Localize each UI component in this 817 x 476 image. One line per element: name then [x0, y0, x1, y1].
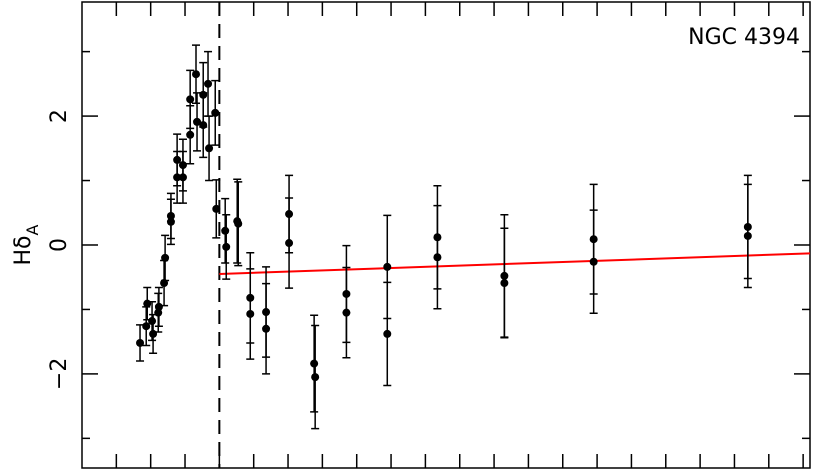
data-point — [311, 373, 320, 382]
data-point — [204, 79, 213, 88]
plot-frame — [81, 1, 811, 469]
data-point — [192, 70, 201, 79]
y-axis-label: HδA — [11, 224, 42, 265]
data-point — [221, 226, 230, 235]
data-point — [143, 299, 152, 308]
data-point — [136, 338, 145, 347]
data-point — [178, 161, 187, 170]
data-point — [383, 329, 392, 338]
data-point — [199, 90, 208, 99]
y-label-sub: A — [23, 224, 42, 235]
data-point — [222, 242, 231, 251]
data-point — [173, 155, 182, 164]
y-tick-label: 0 — [47, 238, 72, 252]
fit-line — [219, 252, 811, 275]
data-point — [186, 95, 195, 104]
data-point — [186, 130, 195, 139]
data-point — [212, 204, 221, 213]
data-point — [433, 253, 442, 262]
data-point — [285, 239, 294, 248]
annotation: NGC 4394 — [688, 25, 800, 50]
data-point — [262, 324, 271, 333]
data-point — [161, 253, 170, 262]
data-point — [310, 359, 319, 368]
data-point — [246, 309, 255, 318]
data-point — [166, 211, 175, 220]
data-point — [154, 302, 163, 311]
data-point — [149, 329, 158, 338]
data-point — [234, 219, 243, 228]
data-point — [500, 279, 509, 288]
data-point — [211, 108, 220, 117]
data-point — [589, 257, 598, 266]
data-point — [142, 322, 151, 331]
y-tick-label: 2 — [47, 109, 72, 123]
data-point — [342, 308, 351, 317]
data-point — [193, 117, 202, 126]
data-point — [148, 317, 157, 326]
data-point — [383, 262, 392, 271]
data-point — [205, 144, 214, 153]
y-label-main: Hδ — [11, 235, 36, 265]
y-tick-label: −2 — [47, 358, 72, 390]
data-point — [743, 231, 752, 240]
